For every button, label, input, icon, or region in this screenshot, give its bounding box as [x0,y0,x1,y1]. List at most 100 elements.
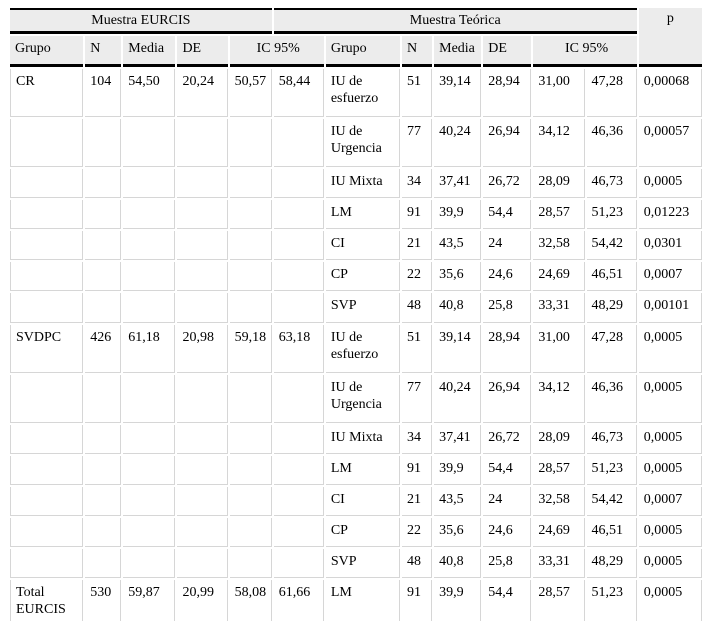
value-cell: 0,0005 [638,374,702,423]
value-cell [177,231,228,261]
value-cell [85,486,122,516]
value-cell: 54,4 [483,579,532,621]
group-label-cell: IU de Urgencia [325,119,401,168]
value-cell: 47,28 [586,69,637,118]
value-cell [229,293,272,323]
table-row: SVDPC 426 61,18 20,98 59,18 63,18 IU de esfuer… [10,324,702,373]
value-cell: 33,31 [533,293,585,323]
value-cell: 39,14 [434,324,482,373]
column-header-grupo-eurcis: Grupo [10,36,84,68]
value-cell: 28,94 [483,324,532,373]
value-cell [177,374,228,423]
group-label-cell [10,424,84,454]
table-row: CP 22 35,6 24,6 24,69 46,51 0,0005 [10,517,702,547]
value-cell: 59,18 [229,324,272,373]
value-cell: 50,57 [229,69,272,118]
value-cell: 24,69 [533,517,585,547]
value-cell: 46,51 [586,262,637,292]
group-label-cell [10,548,84,578]
value-cell [177,517,228,547]
value-cell: 24,69 [533,262,585,292]
value-cell: 37,41 [434,169,482,199]
value-cell: 77 [402,119,433,168]
value-cell: 0,01223 [638,200,702,230]
value-cell: 22 [402,517,433,547]
table-row: LM 91 39,9 54,4 28,57 51,23 0,0005 [10,455,702,485]
value-cell: 32,58 [533,486,585,516]
group-label-cell: SVDPC [10,324,84,373]
value-cell: 54,4 [483,455,532,485]
value-cell: 20,98 [177,324,228,373]
value-cell [273,374,324,423]
value-cell: 39,9 [434,455,482,485]
value-cell: 104 [85,69,122,118]
table-row: LM 91 39,9 54,4 28,57 51,23 0,01223 [10,200,702,230]
value-cell: 26,72 [483,424,532,454]
value-cell: 28,09 [533,424,585,454]
group-label-cell: IU de esfuerzo [325,324,401,373]
group-label-cell [10,455,84,485]
value-cell [123,119,176,168]
column-header-de-teorica: DE [483,36,532,68]
value-cell [229,231,272,261]
value-cell [273,262,324,292]
group-label-cell: CP [325,262,401,292]
value-cell: 51,23 [586,579,637,621]
value-cell: 33,31 [533,548,585,578]
value-cell [273,548,324,578]
group-label-cell: IU de esfuerzo [325,69,401,118]
value-cell [273,455,324,485]
value-cell: 37,41 [434,424,482,454]
value-cell: 48 [402,548,433,578]
value-cell: 24,6 [483,262,532,292]
table-row: IU Mixta 34 37,41 26,72 28,09 46,73 0,0005 [10,169,702,199]
value-cell [85,262,122,292]
value-cell: 35,6 [434,517,482,547]
statistics-table: Muestra EURCIS Muestra Teórica p Grupo N… [8,6,704,621]
value-cell: 24 [483,486,532,516]
table-row: CI 21 43,5 24 32,58 54,42 0,0301 [10,231,702,261]
value-cell: 48 [402,293,433,323]
table-row: CI 21 43,5 24 32,58 54,42 0,0007 [10,486,702,516]
value-cell: 0,0005 [638,579,702,621]
group-label-cell: CI [325,231,401,261]
value-cell: 46,36 [586,119,637,168]
group-label-cell [10,517,84,547]
column-header-p: p [638,8,702,68]
value-cell: 0,0007 [638,486,702,516]
value-cell [229,424,272,454]
value-cell [177,486,228,516]
value-cell [229,486,272,516]
value-cell: 39,14 [434,69,482,118]
value-cell: 77 [402,374,433,423]
value-cell [229,119,272,168]
value-cell: 24 [483,231,532,261]
group-label-cell [10,200,84,230]
value-cell: 58,08 [229,579,272,621]
value-cell [273,486,324,516]
group-label-cell: LM [325,579,401,621]
group-label-cell [10,486,84,516]
value-cell [177,455,228,485]
value-cell [123,517,176,547]
value-cell [229,200,272,230]
table-row: CP 22 35,6 24,6 24,69 46,51 0,0007 [10,262,702,292]
value-cell [123,548,176,578]
table-row: IU Mixta 34 37,41 26,72 28,09 46,73 0,0005 [10,424,702,454]
group-label-cell [10,231,84,261]
column-header-ic95-teorica: IC 95% [533,36,637,68]
value-cell: 28,57 [533,200,585,230]
value-cell [123,455,176,485]
value-cell [123,293,176,323]
table-row: SVP 48 40,8 25,8 33,31 48,29 0,0005 [10,548,702,578]
value-cell [123,262,176,292]
value-cell: 51 [402,69,433,118]
value-cell: 0,0005 [638,324,702,373]
value-cell [123,200,176,230]
value-cell: 34,12 [533,374,585,423]
value-cell [85,293,122,323]
value-cell: 48,29 [586,548,637,578]
column-header-ic95-eurcis: IC 95% [229,36,324,68]
value-cell: 46,51 [586,517,637,547]
value-cell: 25,8 [483,548,532,578]
